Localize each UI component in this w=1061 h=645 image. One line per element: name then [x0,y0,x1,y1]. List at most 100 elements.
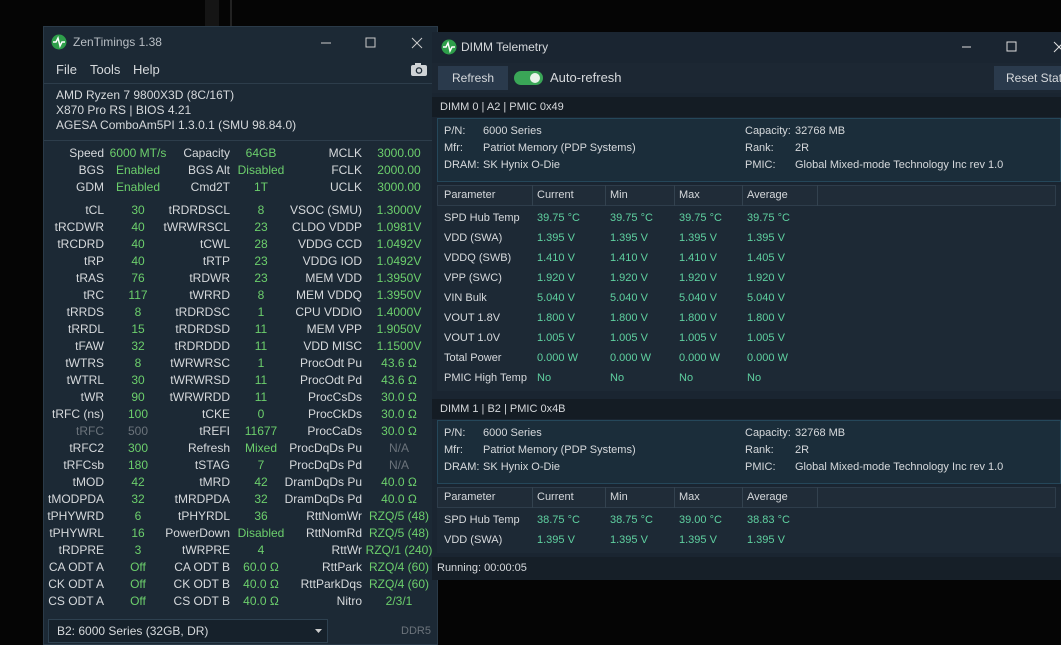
timing-value: 76 [131,271,145,285]
timing-label: RttParkDqs [300,577,362,591]
cell-value: 1.005 V [610,332,648,344]
cell-value: 1.395 V [610,232,648,244]
info-label: Capacity: [745,427,791,439]
timing-value: 16 [131,526,145,540]
parameter-name: VOUT 1.0V [444,332,501,344]
info-label: Mfr: [444,142,463,154]
column-divider [532,487,533,508]
timing-value: Disabled [237,526,285,540]
timing-label: Cmd2T [190,180,230,194]
auto-refresh-toggle[interactable] [514,71,543,85]
timing-label: VSOC (SMU) [290,203,362,217]
parameter-name: VPP (SWC) [444,272,502,284]
timing-value: 11 [254,339,268,353]
zentimings-window: ZenTimings 1.38 File Tools Help AMD Ryze… [43,26,438,645]
timing-label: tMODPDA [47,492,104,506]
menu-item[interactable]: Help [133,62,160,77]
auto-refresh-label: Auto-refresh [550,70,622,85]
timing-value: 2000.00 [377,163,421,177]
window-controls[interactable] [952,39,1061,55]
timing-value: 30.0 Ω [381,407,417,421]
cell-value: No [679,372,694,384]
timing-value: N/A [388,458,409,472]
timing-value: 32 [254,492,268,506]
info-label: Capacity: [745,125,791,137]
timing-value: 40 [131,254,145,268]
timing-label: tREFI [199,424,230,438]
timing-label: CS ODT B [173,594,230,608]
timing-value: 6000 MT/s [109,146,167,160]
menu-item[interactable]: File [56,62,77,77]
timing-label: tCL [85,203,104,217]
timing-value: 40.0 Ω [243,594,279,608]
timing-value: 500 [127,424,149,438]
timing-label: ProcCsDs [307,390,362,404]
timing-label: MEM VDDQ [296,288,362,302]
info-value: 6000 Series [483,125,542,137]
timing-label: tRDRDSC [175,305,230,319]
timing-label: FCLK [331,163,362,177]
timing-label: tRCDRD [57,237,104,251]
timing-value: 1.3950V [376,271,422,285]
timing-value: 36 [254,509,268,523]
timing-value: 30 [131,373,145,387]
timing-label: tRDPRE [58,543,104,557]
column-header: Average [747,189,788,201]
timing-label: tWRWRDD [169,390,230,404]
cell-value: 0.000 W [747,352,788,364]
timing-label: MEM VPP [306,322,362,336]
menu-item[interactable]: Tools [90,62,121,77]
system-info: AMD Ryzen 7 9800X3D (8C/16T) [56,88,235,102]
timing-label: ProcCaDs [307,424,362,438]
cell-value: 5.040 V [747,292,785,304]
cell-value: 39.75 °C [747,212,790,224]
info-value: 2R [795,142,810,154]
timing-value: 42 [131,475,145,489]
window-controls[interactable] [314,35,434,51]
timing-value: 3 [134,543,142,557]
timing-value: 4 [257,543,265,557]
refresh-button[interactable]: Refresh [438,66,508,90]
column-divider [817,487,818,508]
timing-label: tWRWRSC [170,356,230,370]
system-info: X870 Pro RS | BIOS 4.21 [56,103,192,117]
timing-value: 30.0 Ω [381,424,417,438]
timing-value: 3000.00 [377,146,421,160]
column-header: Min [610,491,628,503]
timing-label: tRDRDSCL [168,203,230,217]
cell-value: 39.75 °C [610,212,653,224]
divider [44,140,437,141]
timing-label: DramDqDs Pd [284,492,362,506]
parameter-name: SPD Hub Temp [444,514,520,526]
cell-value: 1.405 V [747,252,785,264]
module-dropdown[interactable]: B2: 6000 Series (32GB, DR) [48,619,328,643]
timing-value: 100 [127,407,149,421]
timing-value: Off [130,577,146,591]
timing-value: 32 [131,339,145,353]
timing-value: RZQ/4 (60) [368,577,429,591]
timing-value: 1.0492V [376,254,422,268]
timing-value: 3000.00 [377,180,421,194]
timing-value: 1.0981V [376,220,422,234]
table-header [437,487,1056,508]
timing-label: tRP [83,254,104,268]
timing-label: ProcCkDs [307,407,362,421]
timing-label: ProcOdt Pu [299,356,362,370]
timing-label: tWRRD [189,288,230,302]
info-label: PMIC: [745,461,776,473]
info-label: P/N: [444,427,466,439]
cell-value: 1.920 V [679,272,717,284]
screenshot-button[interactable] [410,62,428,77]
timing-value: 6 [134,509,142,523]
cell-value: 1.410 V [610,252,648,264]
table-header [437,185,1056,206]
reset-button[interactable]: Reset Stats [994,66,1061,90]
timing-value: 11 [254,390,268,404]
timing-label: PowerDown [165,526,230,540]
timing-value: 1.1500V [376,339,422,353]
timing-value: Off [130,560,146,574]
timing-label: tRFC [76,424,104,438]
cell-value: 1.395 V [679,534,717,546]
timing-value: 1 [257,305,265,319]
column-divider [605,185,606,206]
